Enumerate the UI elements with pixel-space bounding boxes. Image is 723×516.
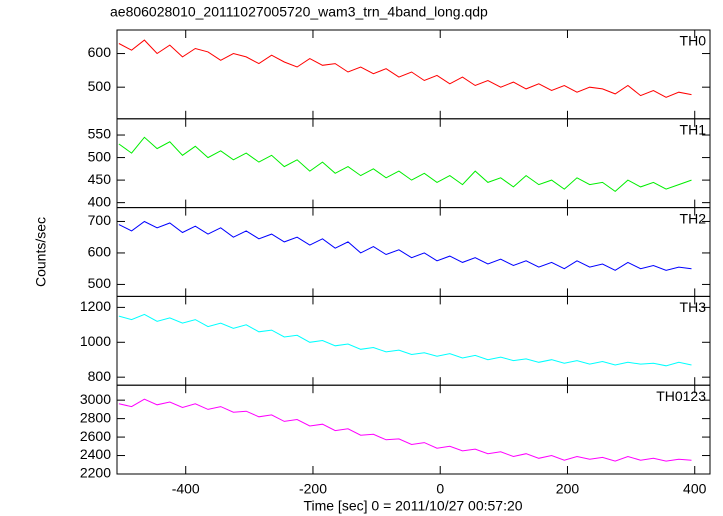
chart-title: ae806028010_20111027005720_wam3_trn_4ban… — [110, 4, 488, 20]
y-tick-label: 2400 — [80, 446, 111, 462]
data-line — [118, 398, 692, 462]
x-tick-label: 0 — [436, 481, 444, 497]
y-tick-label: 3000 — [80, 391, 111, 407]
y-tick-label: 2200 — [80, 465, 111, 481]
y-tick-label: 2600 — [80, 428, 111, 444]
x-axis-label: Time [sec] 0 = 2011/10/27 00:57:20 — [303, 498, 522, 514]
data-line — [118, 136, 692, 193]
y-tick-label: 2800 — [80, 409, 111, 425]
legend-label: TH0 — [680, 33, 707, 49]
y-tick-label: 500 — [88, 275, 112, 291]
y-tick-label: 500 — [88, 78, 112, 94]
x-tick-label: 200 — [556, 481, 580, 497]
y-tick-label: 450 — [88, 171, 112, 187]
legend-label: TH0123 — [656, 388, 706, 404]
legend-label: TH3 — [680, 299, 707, 315]
y-tick-label: 600 — [88, 44, 112, 60]
y-axis-label: Counts/sec — [33, 217, 49, 287]
data-line — [118, 220, 692, 271]
y-tick-label: 800 — [88, 368, 112, 384]
legend-label: TH1 — [680, 122, 707, 138]
x-tick-label: 400 — [683, 481, 707, 497]
data-line — [118, 313, 692, 367]
x-tick-label: -400 — [172, 481, 200, 497]
data-line — [118, 39, 692, 98]
y-tick-label: 700 — [88, 212, 112, 228]
y-tick-label: 600 — [88, 244, 112, 260]
legend-label: TH2 — [680, 210, 707, 226]
y-tick-label: 550 — [88, 126, 112, 142]
y-tick-label: 1200 — [80, 298, 111, 314]
y-tick-label: 1000 — [80, 333, 111, 349]
panel-frame — [116, 384, 711, 475]
y-tick-label: 400 — [88, 193, 112, 209]
x-tick-label: -200 — [299, 481, 327, 497]
y-tick-label: 500 — [88, 148, 112, 164]
